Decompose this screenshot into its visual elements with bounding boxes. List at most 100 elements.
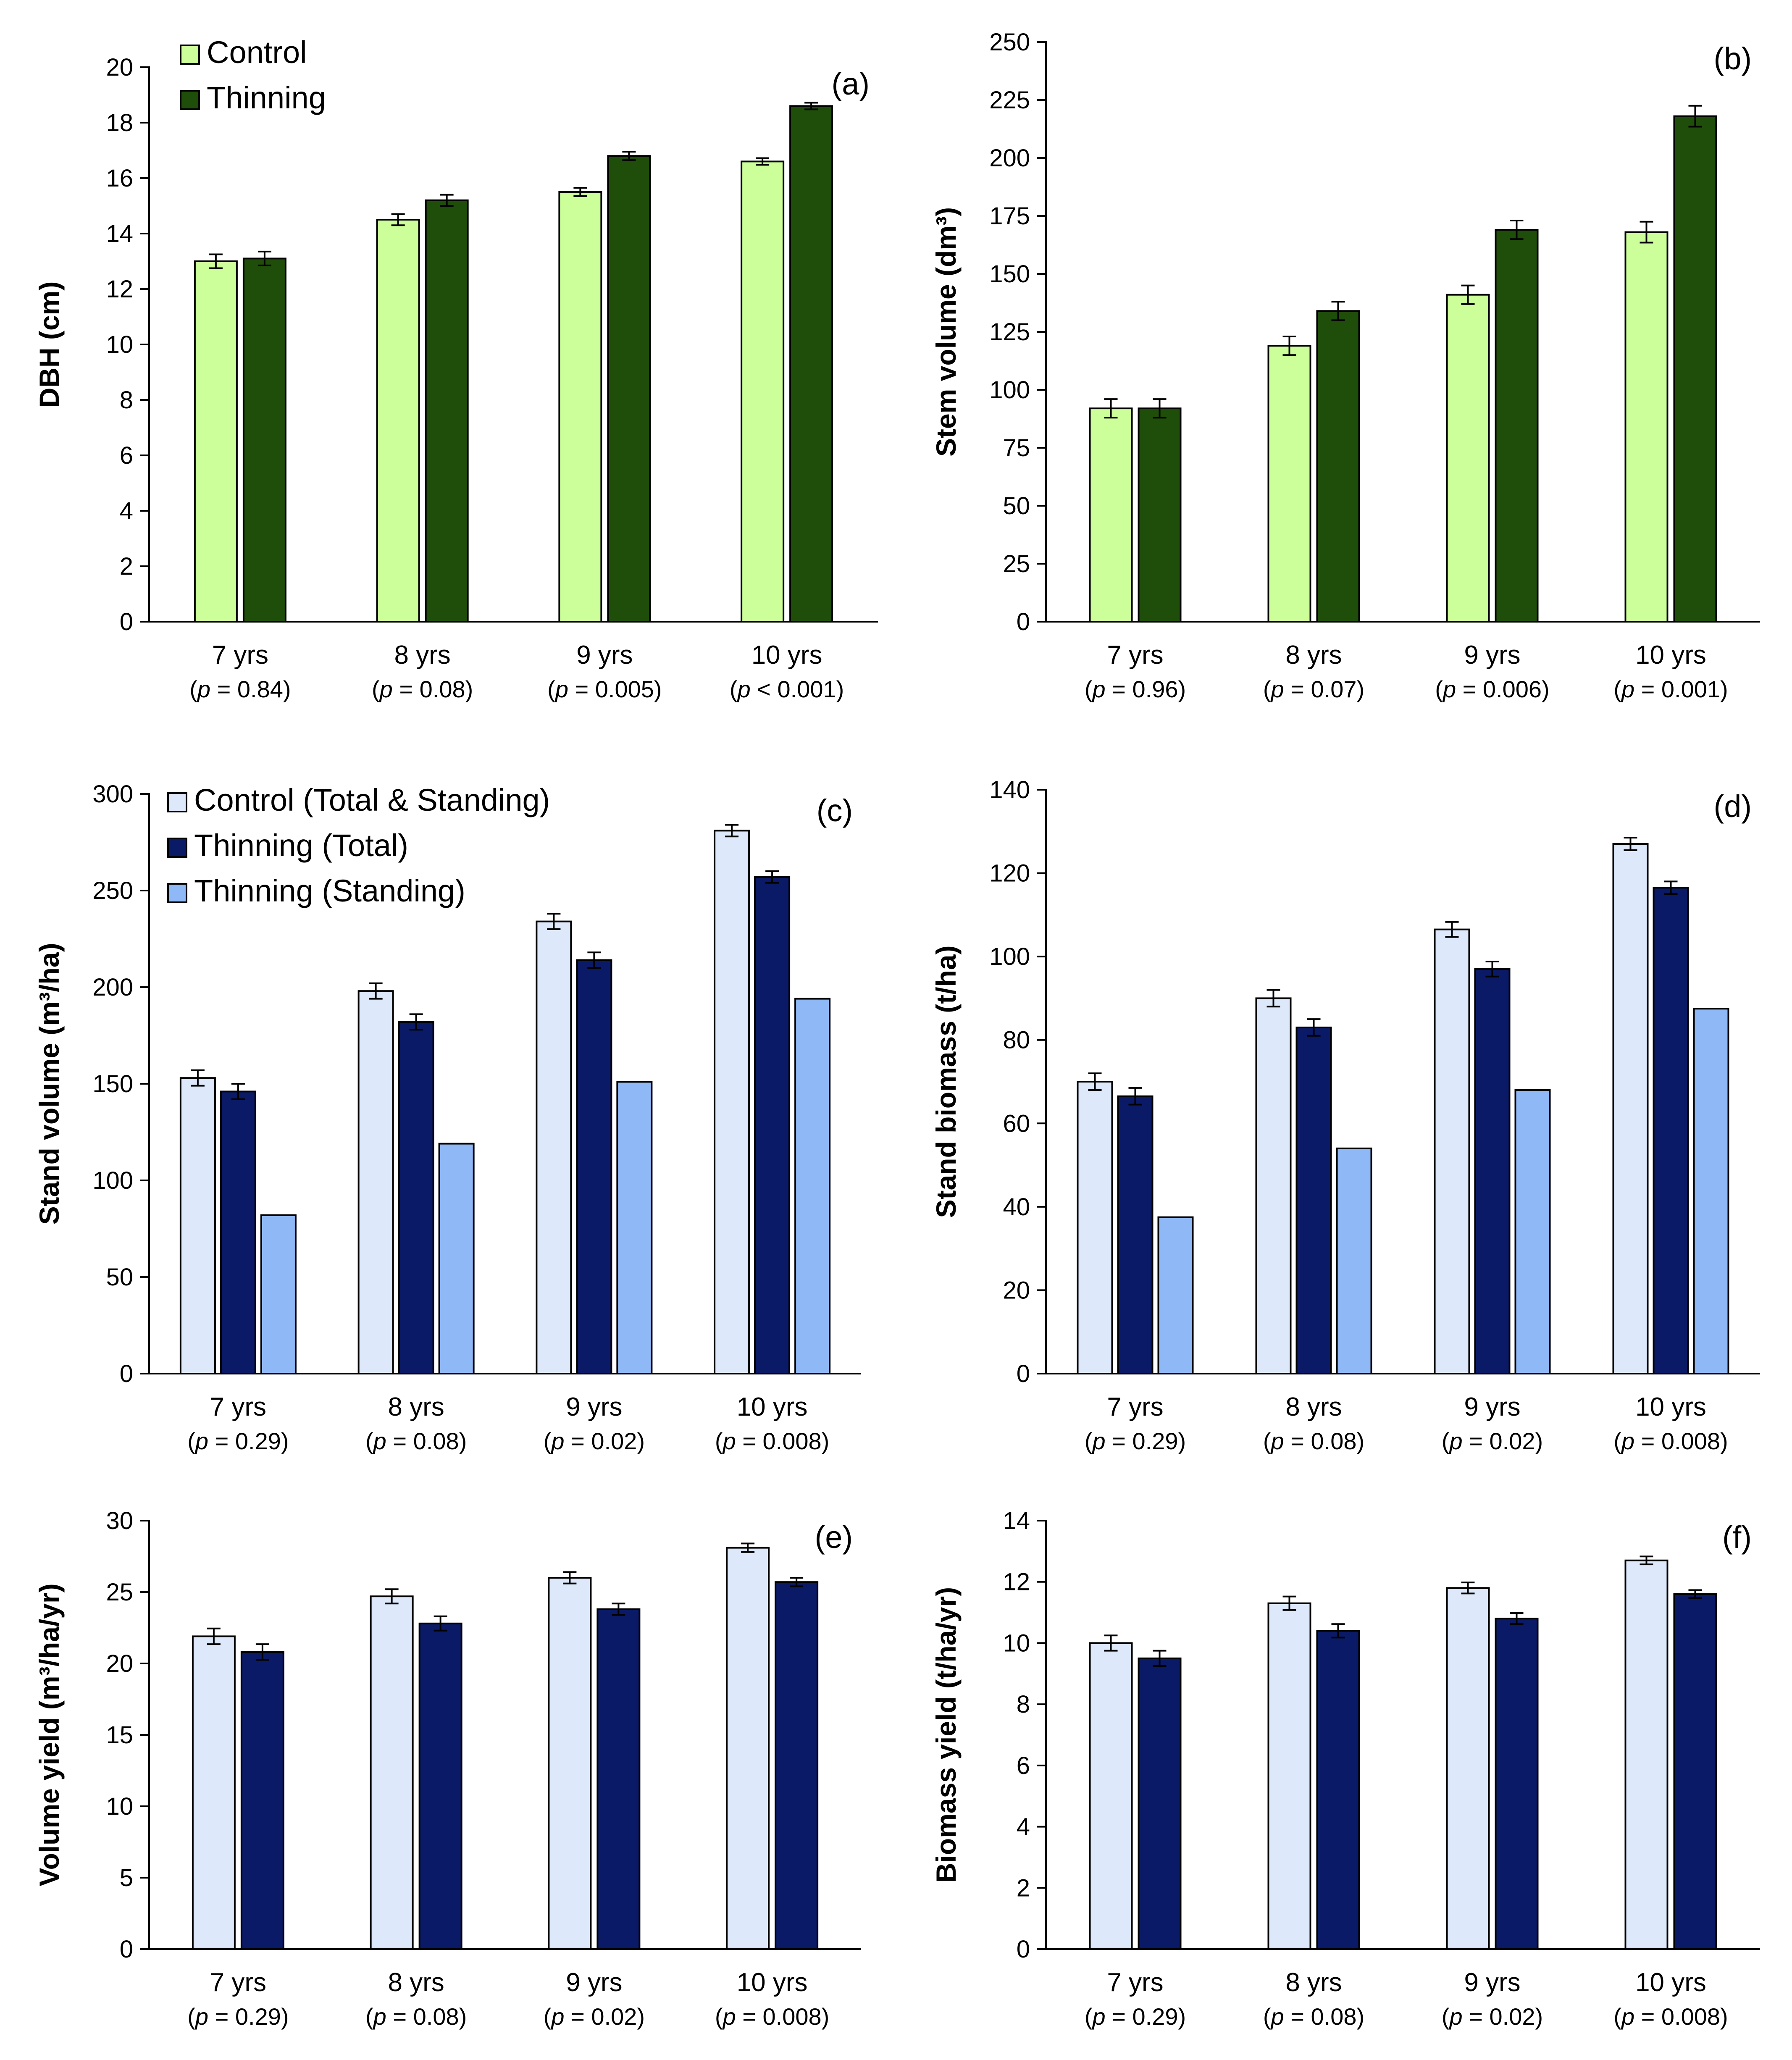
error-bar-f-s0-c1 xyxy=(1282,1595,1296,1611)
y-axis-title: Stand volume (m³/ha) xyxy=(34,943,65,1224)
panel-tag: (c) xyxy=(817,793,853,828)
category-label: 9 yrs xyxy=(566,1393,622,1422)
error-bar-b-s1-c3 xyxy=(1688,105,1702,128)
bar-e-s0-c2 xyxy=(548,1577,592,1950)
p-symbol: p xyxy=(194,1428,208,1454)
error-bar-c-s0-c0 xyxy=(191,1069,205,1087)
error-bar-a-s1-c0 xyxy=(258,250,271,266)
y-tick-label: 100 xyxy=(989,376,1030,404)
bar-c-s1-c2 xyxy=(576,959,612,1375)
category-label: 10 yrs xyxy=(1635,1968,1706,1997)
bar-b-s0-c1 xyxy=(1267,345,1311,623)
p-symbol: p xyxy=(194,2003,208,2030)
category-label: 7 yrs xyxy=(1107,1968,1163,1997)
p-value-open: ( xyxy=(1085,676,1093,702)
bar-e-s1-c3 xyxy=(775,1581,819,1950)
p-value-text: = 0.08) xyxy=(1284,1428,1364,1454)
error-bar-c-s1-c0 xyxy=(231,1083,245,1100)
p-symbol: p xyxy=(550,1428,564,1454)
legend-label: Thinning xyxy=(207,80,326,115)
error-bar-f-s0-c0 xyxy=(1104,1634,1118,1652)
bar-c-s2-c2 xyxy=(616,1081,653,1374)
bar-c-s0-c2 xyxy=(536,920,572,1375)
error-bar-f-s1-c0 xyxy=(1153,1650,1167,1667)
y-tick-label: 10 xyxy=(106,1793,133,1820)
panel-tag: (e) xyxy=(815,1520,853,1555)
error-bar-b-s0-c0 xyxy=(1104,398,1118,419)
error-bar-a-s1-c2 xyxy=(622,151,636,161)
p-value-text: = 0.008) xyxy=(736,2003,830,2030)
p-value-label: (p = 0.02) xyxy=(544,2003,645,2030)
y-tick-label: 0 xyxy=(120,1360,133,1387)
bar-a-s0-c0 xyxy=(194,260,238,623)
error-bar-e-s1-c2 xyxy=(612,1603,625,1616)
category-label: 8 yrs xyxy=(388,1393,444,1422)
error-bar-b-s1-c0 xyxy=(1153,398,1167,419)
error-bar-b-s0-c1 xyxy=(1282,336,1296,356)
bar-c-s1-c3 xyxy=(754,876,791,1374)
y-tick-label: 14 xyxy=(1003,1507,1030,1534)
bar-d-s0-c0 xyxy=(1077,1081,1113,1374)
category-label: 10 yrs xyxy=(737,1968,808,1997)
p-symbol: p xyxy=(379,676,393,702)
category-label: 9 yrs xyxy=(576,641,633,670)
p-value-text: = 0.29) xyxy=(1106,1428,1186,1454)
error-bar-c-s0-c3 xyxy=(725,824,739,838)
error-bar-a-s1-c1 xyxy=(440,194,454,207)
bar-b-s1-c2 xyxy=(1495,229,1539,623)
bar-a-s1-c1 xyxy=(425,199,469,623)
p-value-open: ( xyxy=(187,2003,195,2030)
bar-f-s0-c3 xyxy=(1624,1559,1669,1950)
legend-swatch xyxy=(167,883,187,903)
y-tick-label: 40 xyxy=(1003,1193,1030,1221)
p-value-open: ( xyxy=(372,676,380,702)
bar-f-s0-c1 xyxy=(1267,1602,1311,1950)
y-tick-label: 0 xyxy=(1017,1936,1030,1963)
p-value-open: ( xyxy=(1263,1428,1271,1454)
y-tick-label: 20 xyxy=(1003,1277,1030,1304)
bar-a-s1-c3 xyxy=(789,105,833,623)
p-value-text: = 0.02) xyxy=(565,1428,645,1454)
y-tick-label: 225 xyxy=(989,87,1030,114)
bar-c-s0-c1 xyxy=(357,990,394,1374)
y-tick-label: 75 xyxy=(1003,434,1030,462)
bar-f-s1-c3 xyxy=(1673,1593,1717,1950)
p-value-label: (p = 0.07) xyxy=(1263,676,1364,702)
category-label: 10 yrs xyxy=(751,641,822,670)
bar-e-s1-c0 xyxy=(240,1651,284,1950)
y-tick-label: 100 xyxy=(989,943,1030,970)
p-value-open: ( xyxy=(544,2003,552,2030)
bar-b-s0-c0 xyxy=(1089,407,1133,623)
error-bar-f-s1-c1 xyxy=(1331,1623,1345,1639)
bar-f-s0-c0 xyxy=(1089,1642,1133,1950)
y-tick-label: 2 xyxy=(1017,1874,1030,1902)
p-value-open: ( xyxy=(1613,676,1621,702)
error-bar-b-s0-c2 xyxy=(1461,284,1475,305)
bar-b-s0-c3 xyxy=(1624,231,1669,623)
y-tick-label: 140 xyxy=(989,776,1030,804)
p-value-text: < 0.001) xyxy=(751,676,844,702)
p-value-label: (p = 0.29) xyxy=(187,1428,289,1454)
bar-f-s0-c2 xyxy=(1446,1587,1490,1950)
error-bar-f-s1-c3 xyxy=(1688,1589,1702,1599)
bar-b-s0-c2 xyxy=(1446,294,1490,623)
error-bar-b-s0-c3 xyxy=(1640,221,1653,244)
y-tick-label: 100 xyxy=(92,1167,133,1194)
bar-a-s1-c2 xyxy=(607,155,651,623)
p-symbol: p xyxy=(1270,1428,1284,1454)
legend-swatch xyxy=(167,792,187,812)
bar-c-s1-c1 xyxy=(398,1021,434,1375)
bar-d-s0-c2 xyxy=(1434,928,1470,1374)
p-value-label: (p = 0.008) xyxy=(715,1428,829,1454)
p-value-open: ( xyxy=(365,1428,373,1454)
bar-c-s2-c0 xyxy=(260,1214,297,1375)
p-value-open: ( xyxy=(1085,2003,1093,2030)
bar-a-s0-c1 xyxy=(376,219,420,623)
p-value-open: ( xyxy=(1085,1428,1093,1454)
error-bar-e-s0-c3 xyxy=(741,1542,755,1553)
p-value-open: ( xyxy=(1442,2003,1450,2030)
p-symbol: p xyxy=(722,1428,736,1454)
y-tick-label: 200 xyxy=(989,145,1030,172)
p-value-text: = 0.84) xyxy=(210,676,291,702)
p-value-open: ( xyxy=(187,1428,195,1454)
